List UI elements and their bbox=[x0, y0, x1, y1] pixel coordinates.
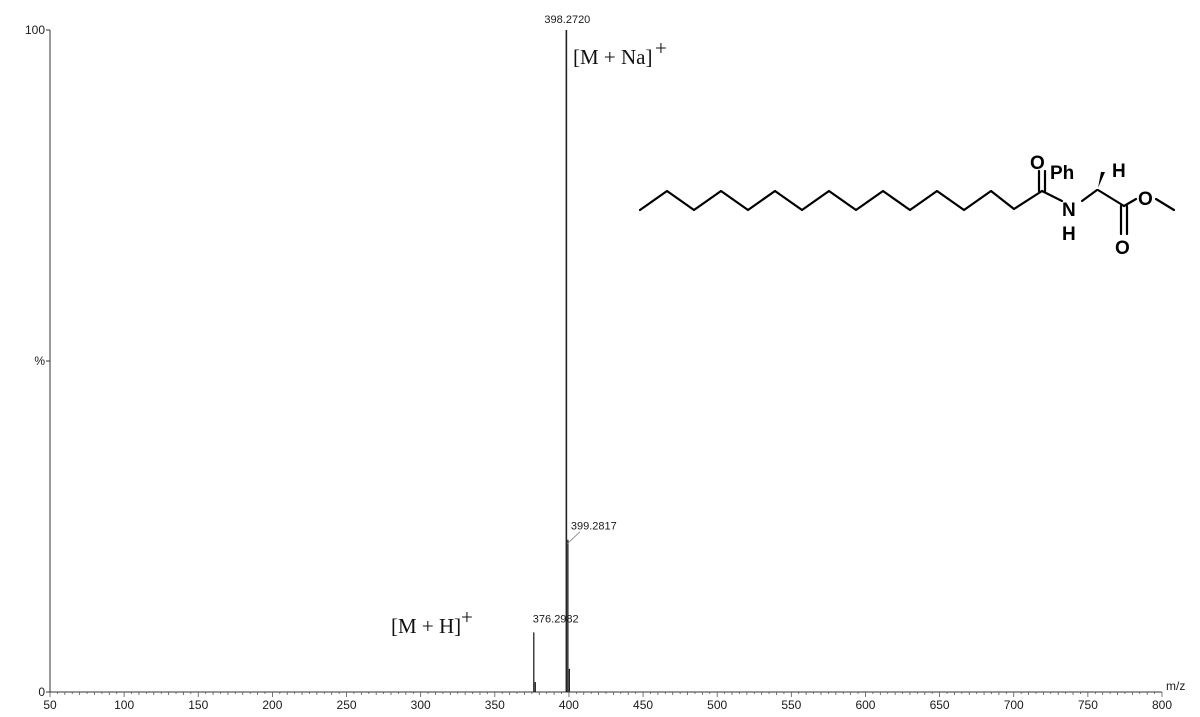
x-tick-label: 300 bbox=[411, 698, 431, 712]
ester-oxygen: O bbox=[1138, 189, 1153, 210]
peak-label-398: 398.2720 bbox=[544, 14, 590, 26]
peak-label-376: 376.2982 bbox=[533, 613, 579, 625]
x-tick-label: 350 bbox=[485, 698, 505, 712]
annotation-m-na-charge: + bbox=[655, 36, 667, 60]
annotation-m-na: [M + Na] bbox=[573, 45, 653, 69]
x-tick-label: 100 bbox=[114, 698, 134, 712]
alkyl-chain bbox=[638, 189, 1044, 212]
x-tick-label: 750 bbox=[1078, 698, 1098, 712]
x-tick-label: 700 bbox=[1004, 698, 1024, 712]
x-tick-label: 450 bbox=[633, 698, 653, 712]
chemical-structure bbox=[638, 169, 1176, 236]
phenyl-group: Ph bbox=[1050, 163, 1074, 184]
y-tick-label: 100 bbox=[25, 23, 45, 37]
x-tick-label: 800 bbox=[1152, 698, 1172, 712]
x-tick-label: 550 bbox=[781, 698, 801, 712]
structure-atoms: O N H Ph H O O bbox=[1030, 153, 1153, 259]
x-tick-label: 650 bbox=[930, 698, 950, 712]
peak-series bbox=[533, 30, 570, 692]
annotation-m-h: [M + H] bbox=[391, 614, 461, 638]
amide-nitrogen: N bbox=[1062, 200, 1076, 221]
methyl-bond bbox=[1154, 197, 1176, 212]
x-tick-label: 400 bbox=[559, 698, 579, 712]
x-tick-label: 500 bbox=[707, 698, 727, 712]
ester-carbonyl-oxygen: O bbox=[1115, 238, 1130, 259]
alpha-hydrogen: H bbox=[1112, 161, 1126, 182]
y-tick-label: % bbox=[34, 354, 45, 368]
amide-bond bbox=[1040, 189, 1064, 203]
carbonyl-oxygen: O bbox=[1030, 153, 1045, 174]
x-tick-label: 50 bbox=[43, 698, 57, 712]
annotation-m-h-charge: + bbox=[461, 605, 473, 629]
x-axis-label: m/z bbox=[1166, 679, 1185, 693]
x-tick-label: 600 bbox=[855, 698, 875, 712]
y-tick-label: 0 bbox=[38, 685, 45, 699]
n-alpha-bond bbox=[1080, 188, 1099, 203]
x-tick-label: 150 bbox=[188, 698, 208, 712]
alpha-ester-bond bbox=[1096, 188, 1126, 208]
x-tick-label: 200 bbox=[262, 698, 282, 712]
axes: 50 100 150 200 250 300 350 400 450 500 550 600 650 70… bbox=[25, 23, 1185, 712]
peak-label-leader bbox=[567, 531, 581, 545]
peak-label-399: 399.2817 bbox=[571, 521, 617, 533]
x-tick-label: 250 bbox=[337, 698, 357, 712]
ester-o-bond bbox=[1122, 197, 1138, 208]
amide-hydrogen: H bbox=[1062, 224, 1076, 245]
hashed-wedge-bond bbox=[1098, 172, 1105, 188]
